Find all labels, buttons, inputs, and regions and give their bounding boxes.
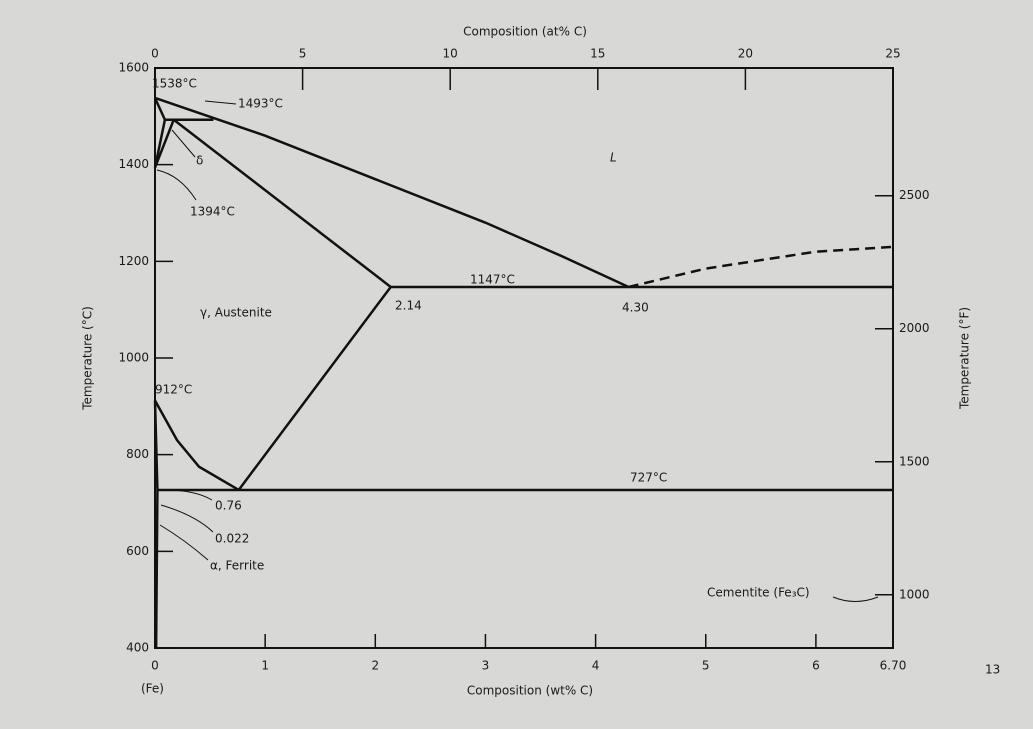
leader [204, 100, 237, 105]
page-number: 13 [985, 663, 1000, 677]
leader [160, 504, 214, 533]
annotation: δ [196, 154, 203, 168]
annotation: (Fe) [141, 682, 164, 696]
y-tick-label: 1600 [118, 61, 149, 75]
x2-tick-label: 5 [299, 47, 307, 61]
phase-boundary [153, 119, 175, 169]
annotation: 1147°C [470, 273, 515, 287]
x-tick-label: 6.70 [880, 659, 907, 673]
annotation: Cementite (Fe₃C) [707, 586, 810, 600]
y2-tick-label: 2000 [899, 321, 930, 335]
leader [164, 489, 213, 501]
phase-boundary [153, 399, 240, 492]
x2-tick-label: 20 [738, 47, 753, 61]
x-tick-label: 5 [702, 659, 710, 673]
x-tick-label: 2 [371, 659, 379, 673]
y-tick-label: 1400 [118, 157, 149, 171]
x2-tick-label: 25 [885, 47, 900, 61]
y-tick-label: 1200 [118, 254, 149, 268]
x-tick-label: 1 [261, 659, 269, 673]
annotation: 912°C [155, 383, 192, 397]
leader [832, 596, 879, 602]
x-tick-label: 6 [812, 659, 820, 673]
annotation: 1538°C [152, 77, 197, 91]
phase-boundary [237, 286, 392, 491]
phase-boundary [153, 97, 167, 121]
annotation: 0.022 [215, 532, 249, 546]
x2-tick-label: 10 [443, 47, 458, 61]
leader [156, 169, 197, 201]
phase-boundary [628, 245, 894, 289]
annotation: L [610, 151, 617, 165]
y-tick-label: 800 [126, 447, 149, 461]
x2-tick-label: 0 [151, 47, 159, 61]
annotation: 1493°C [238, 97, 283, 111]
x-tick-label: 0 [151, 659, 159, 673]
x-axis-label: Composition (wt% C) [467, 684, 593, 698]
phase-boundary [154, 96, 630, 289]
x2-axis-label: Composition (at% C) [463, 25, 587, 39]
annotation: 1394°C [190, 205, 235, 219]
y-tick-label: 400 [126, 641, 149, 655]
phase-boundary [172, 118, 392, 288]
annotation: 2.14 [395, 299, 422, 313]
y2-axis-label: Temperature (°F) [958, 307, 972, 410]
x2-tick-label: 15 [590, 47, 605, 61]
phase-boundary [153, 119, 167, 168]
annotation: α, Ferrite [210, 559, 264, 573]
leader [159, 524, 209, 561]
phase-boundary [154, 489, 159, 649]
annotation: 4.30 [622, 301, 649, 315]
y-tick-label: 1000 [118, 351, 149, 365]
y2-tick-label: 2500 [899, 188, 930, 202]
phase-boundary [153, 400, 159, 490]
y2-tick-label: 1000 [899, 587, 930, 601]
marks: 0 1 2 3 4 5 6 6.70 0 5 10 15 20 25 400 600 800 1000 1200 14… [118, 47, 929, 673]
y2-tick-label: 1500 [899, 454, 930, 468]
x-tick-label: 3 [482, 659, 490, 673]
x-tick-label: 4 [592, 659, 600, 673]
annotation: γ, Austenite [200, 306, 272, 320]
y-axis-label: Temperature (°C) [81, 306, 95, 411]
annotation: 727°C [630, 471, 667, 485]
annotation: 0.76 [215, 499, 242, 513]
leader [171, 129, 196, 158]
y-tick-label: 600 [126, 544, 149, 558]
